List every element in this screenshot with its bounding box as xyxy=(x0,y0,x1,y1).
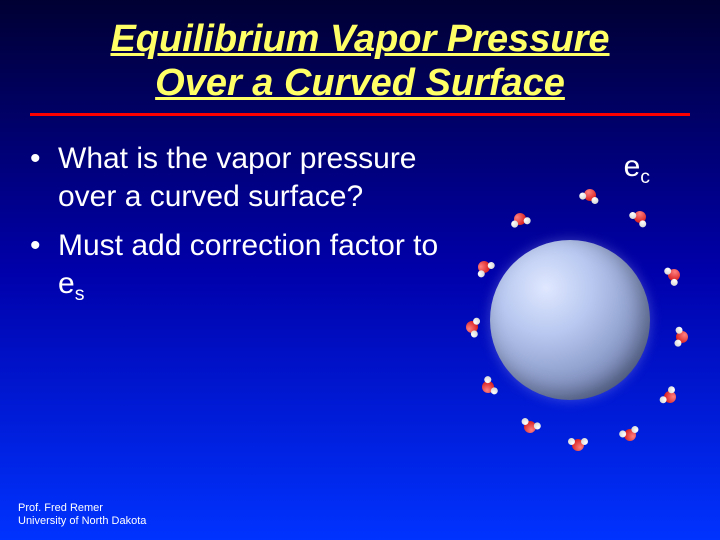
droplet-diagram: ec xyxy=(450,140,690,318)
footer-author: Prof. Fred Remer xyxy=(18,502,146,515)
water-molecule xyxy=(674,327,690,348)
water-molecule xyxy=(509,210,532,229)
slide-footer: Prof. Fred Remer University of North Dak… xyxy=(18,502,146,528)
ec-main: e xyxy=(624,150,641,183)
water-molecule xyxy=(663,263,685,287)
water-molecule xyxy=(568,438,588,452)
bullet-2: Must add correction factor to es xyxy=(30,227,450,306)
ec-subscript: c xyxy=(640,166,650,188)
water-molecule xyxy=(578,185,602,205)
water-molecule xyxy=(628,206,652,230)
bullet-2-subscript: s xyxy=(75,283,85,305)
water-molecule xyxy=(463,316,480,338)
footer-affiliation: University of North Dakota xyxy=(18,515,146,528)
water-molecule xyxy=(477,375,499,399)
slide-title: Equilibrium Vapor Pressure Over a Curved… xyxy=(30,0,690,116)
water-molecule xyxy=(518,417,542,437)
slide-content: What is the vapor pressure over a curved… xyxy=(0,120,720,318)
bullet-2-text: Must add correction factor to e xyxy=(58,229,438,300)
bullet-list: What is the vapor pressure over a curved… xyxy=(30,140,450,318)
water-molecule xyxy=(658,385,682,409)
title-line-2: Over a Curved Surface xyxy=(155,62,565,104)
bullet-1-text: What is the vapor pressure over a curved… xyxy=(58,142,417,213)
title-line-1: Equilibrium Vapor Pressure xyxy=(110,18,609,60)
bullet-1: What is the vapor pressure over a curved… xyxy=(30,140,450,215)
water-molecule xyxy=(618,425,642,445)
ec-label: ec xyxy=(624,150,650,189)
water-droplet xyxy=(490,240,650,400)
water-molecule xyxy=(472,256,496,280)
